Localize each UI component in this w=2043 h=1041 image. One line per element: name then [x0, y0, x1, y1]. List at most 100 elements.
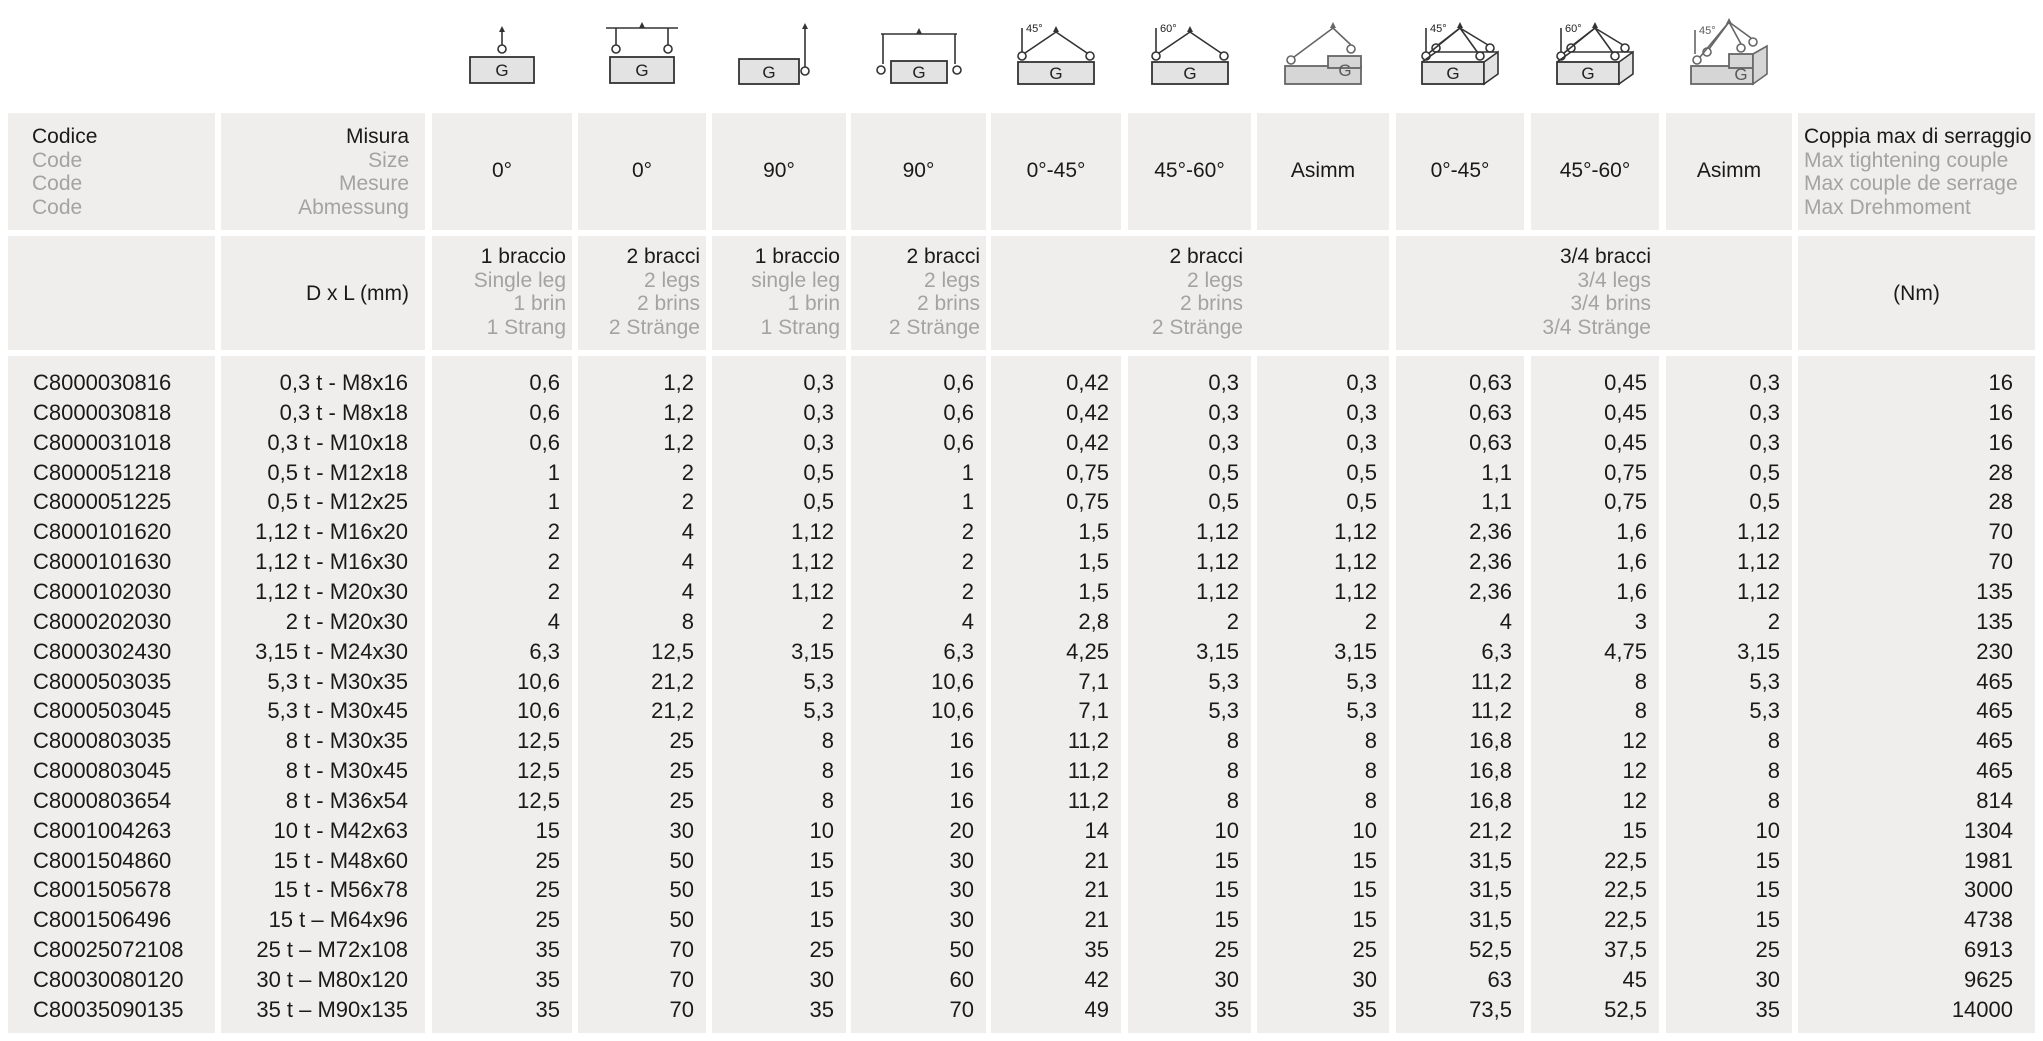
legs-label-translation: 2 legs: [923, 268, 980, 292]
load-value: 15: [1755, 877, 1780, 903]
load-value: 7,1: [1078, 698, 1109, 724]
load-value: 0,5: [1208, 459, 1239, 485]
load-value: 1,12: [791, 578, 834, 604]
column-body-11: [1531, 356, 1659, 1033]
size-unit: D x L (mm): [305, 282, 409, 305]
size-header: Misura Size Mesure Abmessung: [237, 125, 409, 219]
load-value: 1,12: [1196, 519, 1239, 545]
legs-label-translation: 1 brin: [513, 292, 566, 315]
load-value: 0,3: [1208, 370, 1239, 395]
load-value: 0,3: [1346, 429, 1377, 455]
torque-header-translation: Max Drehmoment: [1804, 195, 1971, 219]
load-value: 1,12: [1737, 519, 1780, 545]
load-value: 1: [961, 459, 974, 485]
load-value: 60: [949, 967, 974, 992]
load-value: 0,3: [1208, 429, 1239, 455]
angle-header-main: 0°-45°: [1026, 159, 1086, 182]
load-value: 0,63: [1469, 399, 1512, 425]
load-value: 21: [1084, 877, 1109, 903]
load-value: 15: [809, 847, 834, 873]
load-value: 8: [681, 608, 694, 634]
legs-label-translation: 2 brins: [636, 292, 700, 315]
size-value: 0,3 t - M8x16: [279, 370, 408, 395]
load-value: 4,25: [1066, 638, 1109, 664]
load-value: 3,15: [1334, 638, 1377, 664]
load-value: 30: [809, 967, 834, 992]
product-code: C8000803035: [33, 728, 172, 754]
load-value: 31,5: [1469, 877, 1512, 903]
load-value: 35: [535, 937, 560, 963]
load-value: 31,5: [1469, 907, 1512, 933]
load-value: 10,6: [931, 698, 974, 724]
table-row: C8000503045 5,3 t - M30x45 10,6 21,2 5,3 10,6…: [0, 696, 2043, 726]
load-value: 4: [961, 608, 974, 634]
header-cell-3: 0°: [432, 113, 572, 230]
load-value: 3,15: [1196, 638, 1239, 664]
load-value: 1,1: [1481, 489, 1512, 515]
load-value: 25: [669, 787, 694, 813]
four-leg-asymmetric-lift-icon: G 45°: [1690, 18, 1768, 86]
load-value: 5,3: [1749, 698, 1780, 724]
load-value: 12: [1622, 728, 1647, 754]
load-value: 8: [1226, 758, 1239, 784]
load-value: 12,5: [651, 638, 694, 664]
product-code: C8000102030: [33, 578, 172, 604]
load-value: 25: [809, 937, 834, 963]
icon-weight-letter: G: [1338, 61, 1351, 80]
load-value: 42: [1084, 967, 1109, 992]
angle-header-main: 0°: [491, 159, 513, 182]
load-value: 0,3: [1749, 429, 1780, 455]
load-value: 5,3: [1749, 668, 1780, 694]
column-body-13: [1798, 356, 2035, 1033]
load-value: 1,12: [1334, 578, 1377, 604]
column-body-12: [1666, 356, 1792, 1033]
product-code: C8000302430: [33, 638, 172, 664]
table-row: C8000101620 1,12 t - M16x20 2 4 1,12 2 1,5 1,12…: [0, 517, 2043, 547]
four-legs-label: 3/4 bracci 3/4 legs 3/4 brins 3/4 Stränge: [1396, 245, 1651, 339]
load-value: 8: [821, 758, 834, 784]
column-body-9: [1257, 356, 1389, 1033]
load-value: 25: [1755, 937, 1780, 963]
product-code: C8000051225: [33, 489, 172, 515]
load-value: 7,1: [1078, 668, 1109, 694]
icon-angle-label: 45°: [1430, 23, 1447, 35]
size-value: 1,12 t - M20x30: [255, 578, 408, 604]
load-value: 30: [949, 847, 974, 873]
load-value: 1,12: [1196, 578, 1239, 604]
load-value: 0,6: [529, 370, 560, 395]
table-row: C80035090135 35 t – M90x135 35 70 35 70 49 35 35…: [0, 995, 2043, 1025]
angle-header: 90°: [851, 159, 986, 183]
load-value: 5,3: [803, 698, 834, 724]
size-value: 8 t - M30x35: [285, 728, 408, 754]
load-value: 50: [669, 847, 694, 873]
icon-weight-letter: G: [495, 61, 508, 80]
size-value: 15 t - M56x78: [273, 877, 408, 903]
size-value: 25 t – M72x108: [256, 937, 408, 963]
load-value: 52,5: [1469, 937, 1512, 963]
icon-weight-letter: G: [1581, 64, 1594, 83]
load-value: 50: [669, 877, 694, 903]
load-value: 0,6: [943, 429, 974, 455]
torque-header: Coppia max di serraggio Max tightening co…: [1804, 125, 2032, 219]
load-value: 63: [1487, 967, 1512, 992]
load-value: 6,3: [943, 638, 974, 664]
legs-label-translation: 1 Strang: [760, 315, 840, 339]
product-code: C80025072108: [33, 937, 184, 963]
torque-value: 135: [1976, 608, 2013, 634]
load-value: 1,12: [1334, 549, 1377, 575]
size-value: 0,3 t - M8x18: [279, 399, 408, 425]
load-value: 4: [681, 519, 694, 545]
load-value: 11,2: [1067, 728, 1109, 754]
load-value: 1,12: [791, 519, 834, 545]
load-value: 0,3: [1749, 370, 1780, 395]
torque-value: 230: [1976, 638, 2013, 664]
load-value: 8: [1634, 668, 1647, 694]
load-value: 22,5: [1604, 877, 1647, 903]
torque-unit: (Nm): [1893, 282, 1940, 305]
load-value: 1,6: [1616, 519, 1647, 545]
product-code: C8000030818: [33, 399, 172, 425]
load-value: 10: [1352, 817, 1377, 843]
load-value: 25: [535, 907, 560, 933]
torque-value: 465: [1976, 698, 2013, 724]
angle-header: 45°-60°: [1128, 159, 1251, 183]
